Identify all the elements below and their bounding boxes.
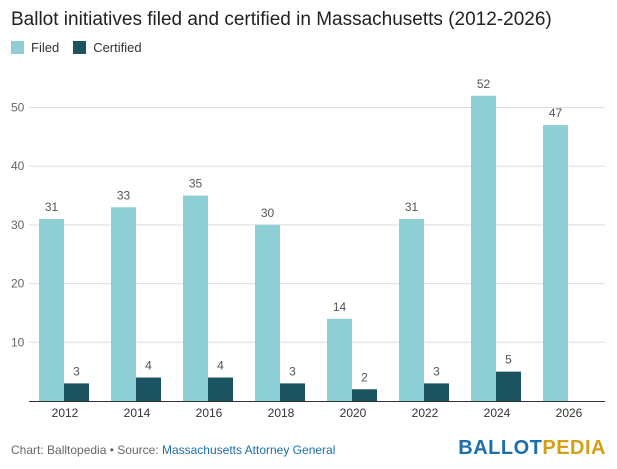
data-label-filed-2024: 52 bbox=[477, 77, 491, 91]
bar-filed-2022 bbox=[399, 219, 424, 401]
data-label-filed-2018: 30 bbox=[261, 206, 275, 220]
legend-swatch-filed bbox=[11, 41, 24, 54]
data-label-certified-2018: 3 bbox=[289, 364, 296, 378]
x-tick-label: 2018 bbox=[268, 406, 295, 420]
y-tick-label: 40 bbox=[11, 159, 25, 173]
y-tick-label: 20 bbox=[11, 277, 25, 291]
legend-item-filed: Filed bbox=[11, 40, 59, 55]
ballotpedia-logo[interactable]: BALLOTPEDIA bbox=[458, 437, 606, 460]
bar-filed-2026 bbox=[543, 125, 568, 402]
data-label-certified-2016: 4 bbox=[217, 359, 224, 373]
data-label-certified-2020: 2 bbox=[361, 370, 368, 384]
legend-item-certified: Certified bbox=[73, 40, 142, 55]
bar-filed-2016 bbox=[183, 195, 208, 401]
footer-credit: Chart: Balltopedia • Source: bbox=[11, 443, 162, 457]
legend-swatch-certified bbox=[73, 41, 87, 54]
data-label-filed-2020: 14 bbox=[333, 300, 347, 314]
x-tick-label: 2012 bbox=[52, 406, 79, 420]
y-tick-label: 10 bbox=[11, 335, 25, 349]
x-tick-label: 2016 bbox=[196, 406, 223, 420]
bar-certified-2012 bbox=[64, 383, 89, 401]
data-label-certified-2012: 3 bbox=[73, 364, 80, 378]
logo-part-ballot: BALLOT bbox=[458, 437, 543, 459]
data-label-filed-2016: 35 bbox=[189, 177, 203, 191]
x-tick-label: 2014 bbox=[124, 406, 151, 420]
bar-filed-2014 bbox=[111, 207, 136, 401]
logo-part-pedia: PEDIA bbox=[542, 437, 606, 459]
data-label-certified-2024: 5 bbox=[505, 353, 512, 367]
source-link[interactable]: Massachusetts Attorney General bbox=[161, 443, 336, 457]
chart-footer: Chart: Balltopedia • Source: Massachuset… bbox=[11, 443, 335, 457]
legend-label-certified: Certified bbox=[93, 40, 142, 55]
data-label-certified-2022: 3 bbox=[433, 364, 440, 378]
data-label-certified-2014: 4 bbox=[145, 359, 152, 373]
bar-certified-2018 bbox=[280, 383, 305, 401]
chart-title: Ballot initiatives filed and certified i… bbox=[11, 9, 552, 30]
x-tick-label: 2024 bbox=[484, 406, 511, 420]
legend-label-filed: Filed bbox=[31, 40, 60, 55]
chart-legend: Filed Certified bbox=[11, 40, 142, 55]
bar-filed-2020 bbox=[327, 318, 352, 401]
y-tick-label: 30 bbox=[11, 218, 25, 232]
bar-filed-2018 bbox=[255, 224, 280, 401]
data-label-filed-2012: 31 bbox=[45, 200, 59, 214]
bar-certified-2020 bbox=[352, 389, 377, 401]
bar-certified-2016 bbox=[208, 377, 233, 401]
x-tick-label: 2020 bbox=[340, 406, 367, 420]
data-label-filed-2022: 31 bbox=[405, 200, 419, 214]
bar-filed-2012 bbox=[39, 219, 64, 401]
data-label-filed-2014: 33 bbox=[117, 188, 131, 202]
y-tick-label: 50 bbox=[11, 101, 25, 115]
bar-filed-2024 bbox=[471, 95, 496, 401]
x-tick-label: 2022 bbox=[412, 406, 439, 420]
bar-certified-2024 bbox=[496, 371, 521, 401]
bar-certified-2014 bbox=[136, 377, 161, 401]
x-tick-label: 2026 bbox=[556, 406, 583, 420]
bar-certified-2022 bbox=[424, 383, 449, 401]
data-label-filed-2026: 47 bbox=[549, 106, 563, 120]
